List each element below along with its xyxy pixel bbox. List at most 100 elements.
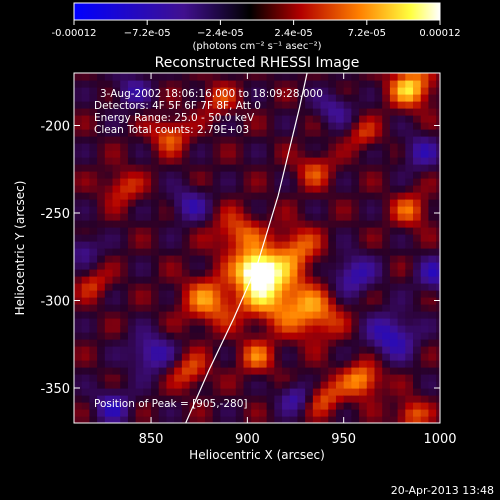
heatmap-cell [174,213,183,221]
heatmap-cell [359,192,368,200]
heatmap-cell [428,199,437,207]
heatmap-cell [197,311,206,319]
heatmap-cell [266,262,275,270]
heatmap-cell [204,332,214,340]
heatmap-cell [428,395,437,403]
heatmap-cell [81,80,91,88]
heatmap-cell [428,311,437,319]
heatmap-cell [359,353,368,361]
heatmap-cell [181,381,191,389]
heatmap-cell [81,304,91,312]
heatmap-cell [181,122,191,130]
heatmap-cell [420,122,430,130]
heatmap-cell [251,241,260,249]
heatmap-cell [181,199,191,207]
heatmap-cell [335,269,345,277]
heatmap-cell [166,318,175,326]
heatmap-cell [397,87,406,95]
heatmap-cell [174,248,183,256]
heatmap-cell [228,311,237,319]
heatmap-cell [220,416,229,423]
heatmap-cell [120,108,129,116]
heatmap-cell [181,185,191,193]
heatmap-cell [420,157,430,165]
heatmap-cell [220,157,229,165]
heatmap-cell [251,395,260,403]
heatmap-cell [405,234,414,242]
heatmap-cell [436,73,440,81]
heatmap-cell [382,297,391,305]
heatmap-cell [166,122,175,130]
heatmap-cell [97,171,106,179]
heatmap-cell [389,143,399,151]
heatmap-cell [413,157,422,165]
heatmap-cell [420,360,430,368]
heatmap-cell [181,304,191,312]
heatmap-cell [266,346,275,354]
heatmap-cell [181,94,191,102]
heatmap-cell [204,283,214,291]
heatmap-cell [397,255,406,263]
heatmap-cell [112,185,121,193]
heatmap-cell [212,206,221,214]
info-annotation: 3-Aug-2002 18:06:16.000 to 18:09:28.000 … [94,88,323,410]
heatmap-cell [104,255,114,263]
heatmap-cell [151,304,160,312]
heatmap-cell [274,381,283,389]
heatmap-cell [420,381,430,389]
heatmap-cell [305,227,314,235]
heatmap-cell [251,199,260,207]
heatmap-cell [104,220,114,228]
heatmap-cell [320,409,329,417]
heatmap-cell [135,290,144,298]
heatmap-cell [112,143,121,151]
heatmap-cell [228,171,237,179]
heatmap-cell [127,150,137,158]
heatmap-cell [204,402,214,410]
heatmap-cell [228,129,237,137]
heatmap-cell [335,325,345,333]
heatmap-cell [174,381,183,389]
heatmap-cell [428,129,437,137]
heatmap-cell [166,129,175,137]
heatmap-cell [282,136,291,144]
heatmap-cell [181,115,191,123]
heatmap-cell [197,374,206,382]
heatmap-cell [189,101,198,109]
heatmap-cell [374,395,383,403]
heatmap-cell [289,297,299,305]
heatmap-cell [181,339,191,347]
heatmap-cell [266,269,275,277]
heatmap-cell [181,136,191,144]
heatmap-cell [174,367,183,375]
heatmap-cell [251,381,260,389]
heatmap-cell [143,122,152,130]
heatmap-cell [174,164,183,172]
heatmap-cell [212,150,221,158]
heatmap-cell [413,395,422,403]
heatmap-cell [228,360,237,368]
heatmap-cell [135,318,144,326]
heatmap-cell [328,283,337,291]
heatmap-cell [366,150,376,158]
heatmap-cell [89,269,98,277]
heatmap-cell [235,157,245,165]
heatmap-cell [81,325,91,333]
heatmap-cell [81,269,91,277]
heatmap-cell [274,248,283,256]
heatmap-cell [235,416,245,423]
heatmap-cell [81,318,91,326]
heatmap-cell [212,185,221,193]
heatmap-cell [405,388,414,396]
heatmap-cell [297,80,306,88]
heatmap-cell [374,115,383,123]
heatmap-cell [320,87,329,95]
heatmap-cell [320,108,329,116]
heatmap-cell [420,262,430,270]
heatmap-cell [189,262,198,270]
heatmap-cell [220,129,229,137]
heatmap-cell [282,178,291,186]
heatmap-cell [428,374,437,382]
heatmap-cell [204,339,214,347]
heatmap-cell [81,262,91,270]
